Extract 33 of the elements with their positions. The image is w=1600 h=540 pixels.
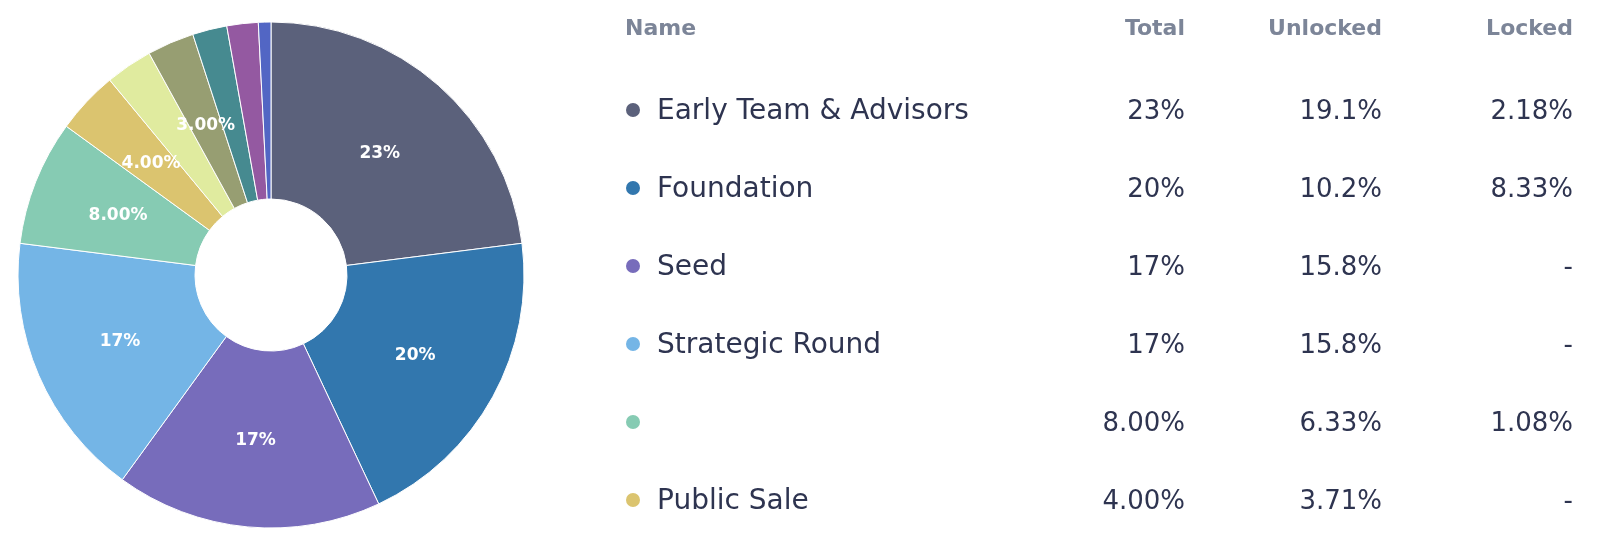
legend-label: Public Sale — [657, 482, 809, 518]
data-label: 23% — [359, 141, 401, 162]
data-label: 15.8% — [1299, 250, 1382, 283]
category-label: Unlocked — [1268, 14, 1382, 42]
data-label: 17% — [235, 428, 276, 449]
data-label: 8.00% — [1102, 406, 1185, 439]
data-label: 6.33% — [1299, 406, 1382, 439]
data-label: 4.00% — [121, 152, 181, 173]
category-label: Locked — [1486, 14, 1573, 42]
data-label: 20% — [1127, 172, 1185, 205]
data-label: 8.33% — [1490, 172, 1573, 205]
category-label: Total — [1124, 14, 1185, 42]
legend-label: Early Team & Advisors — [657, 92, 969, 128]
data-label: 4.00% — [1102, 484, 1185, 517]
data-label: 17% — [99, 330, 141, 351]
data-label: 3.71% — [1299, 484, 1382, 517]
data-label: 23% — [1127, 94, 1185, 127]
legend-label: Foundation — [657, 170, 814, 206]
data-label: - — [1563, 484, 1573, 517]
data-label: 10.2% — [1299, 172, 1382, 205]
data-label: - — [1563, 250, 1573, 283]
data-label: 15.8% — [1299, 328, 1382, 361]
legend-label: Seed — [657, 248, 727, 284]
data-label: 2.18% — [1490, 94, 1573, 127]
legend-title: Name — [625, 14, 697, 42]
data-label: 19.1% — [1299, 94, 1382, 127]
data-label: 1.08% — [1490, 406, 1573, 439]
data-label: - — [1563, 328, 1573, 361]
data-label: 17% — [1127, 250, 1185, 283]
data-label: 20% — [394, 344, 436, 365]
data-label: 17% — [1127, 328, 1185, 361]
data-label: 8.00% — [88, 204, 148, 225]
legend-label: Strategic Round — [657, 326, 882, 362]
